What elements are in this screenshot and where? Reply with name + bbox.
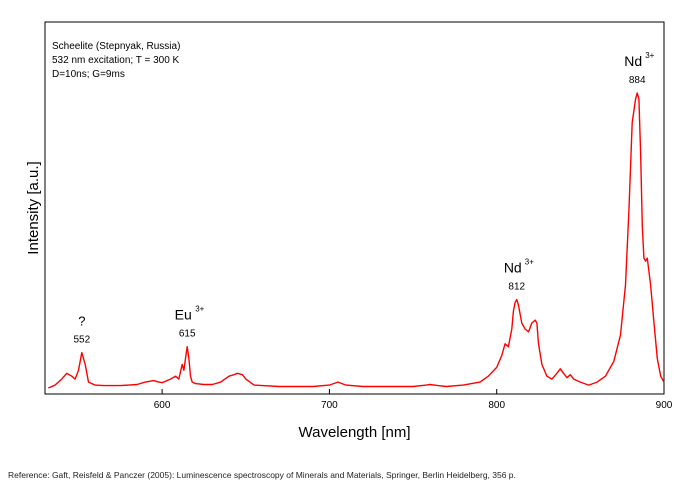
sample-info-line: 532 nm excitation; T = 300 K [52,55,180,66]
peak-ion-label: Nd [624,53,642,69]
peak-wavelength-label: 812 [508,282,525,293]
plot-area-frame [44,21,665,395]
sample-info-line: D=10ns; G=9ms [52,69,125,80]
x-axis-ticks: 600 700 800 900 [154,389,673,411]
peak-ion-charge: 3+ [645,51,654,60]
x-tick-label: 900 [656,400,673,411]
peak-ion-charge: 3+ [195,305,204,314]
sample-info: Scheelite (Stepnyak, Russia) 532 nm excit… [52,41,180,80]
peak-wavelength-label: 615 [179,329,196,340]
peak-ion-charge: 3+ [525,258,534,267]
x-axis-label: Wavelength [nm] [299,424,411,441]
x-tick-label: 800 [488,400,505,411]
peak-ion-label: Nd [504,260,522,276]
sample-info-line: Scheelite (Stepnyak, Russia) [52,41,180,52]
x-tick-label: 700 [321,400,338,411]
peak-wavelength-label: 884 [629,75,646,86]
x-tick-label: 600 [154,400,171,411]
y-axis-label: Intensity [a.u.] [25,161,42,254]
peak-wavelength-label: 552 [73,335,90,346]
peak-unknown-label: ? [78,314,85,329]
reference-citation: Reference: Gaft, Reisfeld & Panczer (200… [8,470,516,480]
spectrum-line [48,92,665,389]
peak-ion-label: Eu [175,307,192,323]
